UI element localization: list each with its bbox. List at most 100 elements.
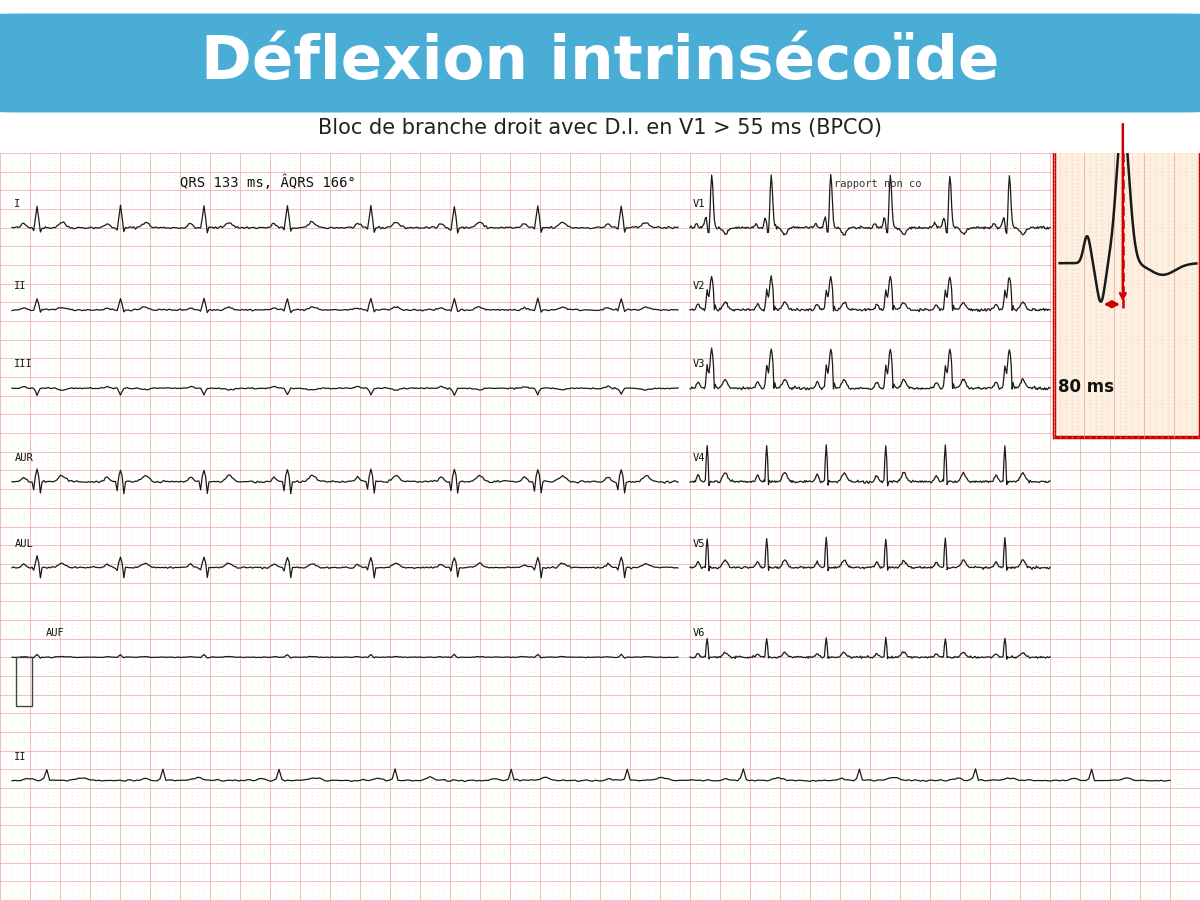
Point — [146, 523, 166, 537]
Point — [488, 583, 508, 598]
Point — [284, 400, 304, 414]
Point — [14, 385, 34, 400]
Point — [80, 288, 100, 302]
Point — [1010, 572, 1030, 586]
Point — [860, 766, 880, 780]
Point — [62, 807, 82, 822]
Point — [680, 829, 700, 843]
Point — [1134, 370, 1153, 384]
Point — [728, 157, 748, 171]
Point — [752, 855, 772, 869]
Point — [986, 299, 1006, 313]
Point — [44, 886, 64, 900]
Point — [890, 564, 910, 579]
Point — [314, 549, 334, 563]
Point — [956, 545, 976, 560]
Point — [380, 149, 400, 164]
Point — [1160, 288, 1180, 302]
Point — [596, 299, 616, 313]
Point — [1176, 370, 1195, 384]
Point — [578, 508, 598, 523]
Point — [44, 583, 64, 598]
Point — [398, 490, 418, 504]
Point — [716, 504, 736, 518]
Point — [530, 198, 550, 212]
Point — [1086, 426, 1105, 440]
Point — [830, 788, 850, 803]
Point — [572, 418, 592, 433]
Point — [236, 220, 256, 235]
Point — [908, 366, 928, 381]
Point — [206, 478, 226, 492]
Point — [0, 385, 10, 400]
Point — [140, 601, 160, 616]
Point — [590, 594, 610, 608]
Point — [536, 482, 556, 497]
Point — [692, 616, 712, 631]
Point — [746, 337, 766, 351]
Point — [158, 542, 178, 556]
Point — [464, 874, 484, 888]
Point — [632, 516, 652, 530]
Point — [710, 355, 730, 369]
Point — [362, 724, 382, 739]
Point — [488, 306, 508, 320]
Point — [1190, 418, 1200, 433]
Point — [98, 422, 118, 436]
Point — [152, 328, 172, 343]
Point — [998, 407, 1018, 421]
Point — [200, 254, 220, 268]
Point — [410, 807, 430, 822]
Point — [620, 363, 640, 377]
Point — [152, 392, 172, 407]
Point — [980, 632, 1000, 646]
Point — [794, 471, 814, 485]
Point — [404, 747, 424, 761]
Point — [1166, 460, 1186, 474]
Point — [152, 497, 172, 511]
Point — [332, 747, 352, 761]
Point — [758, 258, 778, 273]
Point — [506, 639, 526, 653]
Point — [734, 751, 754, 765]
Point — [350, 627, 370, 642]
Point — [998, 389, 1018, 403]
Point — [350, 482, 370, 497]
Point — [50, 691, 70, 706]
Point — [386, 818, 406, 832]
Point — [830, 418, 850, 433]
Point — [1118, 635, 1138, 650]
Point — [272, 187, 292, 202]
Point — [8, 833, 28, 848]
Point — [800, 247, 820, 261]
Point — [1004, 247, 1024, 261]
Point — [986, 609, 1006, 624]
Point — [482, 228, 502, 242]
Point — [182, 526, 202, 541]
Point — [1158, 332, 1177, 347]
Point — [92, 359, 112, 374]
Point — [650, 292, 670, 306]
Point — [476, 337, 496, 351]
Point — [656, 153, 676, 167]
Point — [416, 688, 436, 702]
Point — [1136, 426, 1156, 440]
Point — [854, 374, 874, 388]
Point — [506, 516, 526, 530]
Point — [290, 594, 310, 608]
Point — [1064, 792, 1084, 806]
Point — [146, 280, 166, 294]
Point — [1040, 698, 1060, 713]
Point — [500, 860, 520, 874]
Point — [932, 733, 952, 747]
Point — [1176, 243, 1195, 257]
Point — [182, 337, 202, 351]
Point — [842, 228, 862, 242]
Point — [818, 728, 838, 742]
Point — [452, 751, 472, 765]
Point — [482, 161, 502, 176]
Point — [74, 269, 94, 284]
Point — [146, 766, 166, 780]
Point — [320, 721, 340, 735]
Point — [980, 176, 1000, 190]
